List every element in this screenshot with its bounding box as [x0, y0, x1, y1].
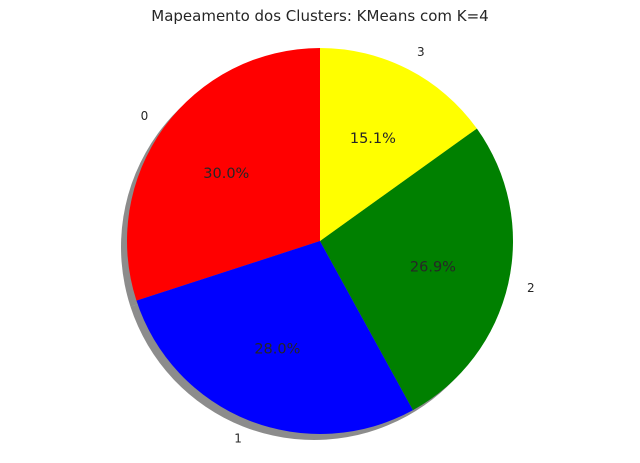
pie-labels: 0 30.0% 1 28.0% 2 26.9% 3 15.1% [141, 45, 535, 445]
pie-slice-3 [320, 48, 477, 241]
slice-percent-2: 26.9% [410, 260, 456, 276]
pie-slice-0 [126, 48, 321, 301]
pie-slice-2 [320, 128, 513, 411]
slice-label-3: 3 [417, 45, 425, 59]
slice-label-0: 0 [141, 109, 149, 123]
slice-label-1: 1 [234, 431, 242, 445]
slice-percent-1: 28.0% [254, 342, 300, 358]
slice-percent-0: 30.0% [203, 166, 249, 182]
pie-slices [126, 48, 513, 434]
slice-label-2: 2 [527, 281, 535, 295]
pie-slice-1 [136, 241, 413, 434]
chart-title: Mapeamento dos Clusters: KMeans com K=4 [151, 7, 488, 25]
slice-percent-3: 15.1% [350, 131, 396, 147]
